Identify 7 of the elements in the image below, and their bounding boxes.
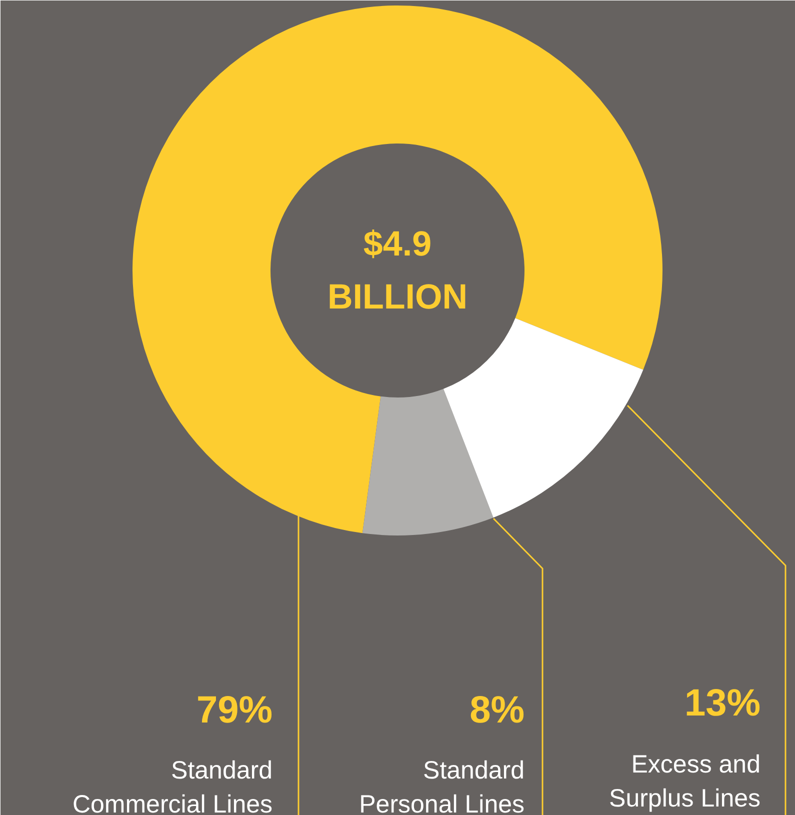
slice-label: Standard Personal Lines xyxy=(359,756,525,815)
slice-label: Standard Commercial Lines xyxy=(72,756,273,815)
slice-label: Excess and Surplus Lines xyxy=(609,750,761,812)
data-label: 79% xyxy=(196,690,273,732)
data-label: 13% xyxy=(684,682,761,724)
data-label: 8% xyxy=(470,690,524,732)
text: $4.9 BILLION xyxy=(328,224,468,316)
